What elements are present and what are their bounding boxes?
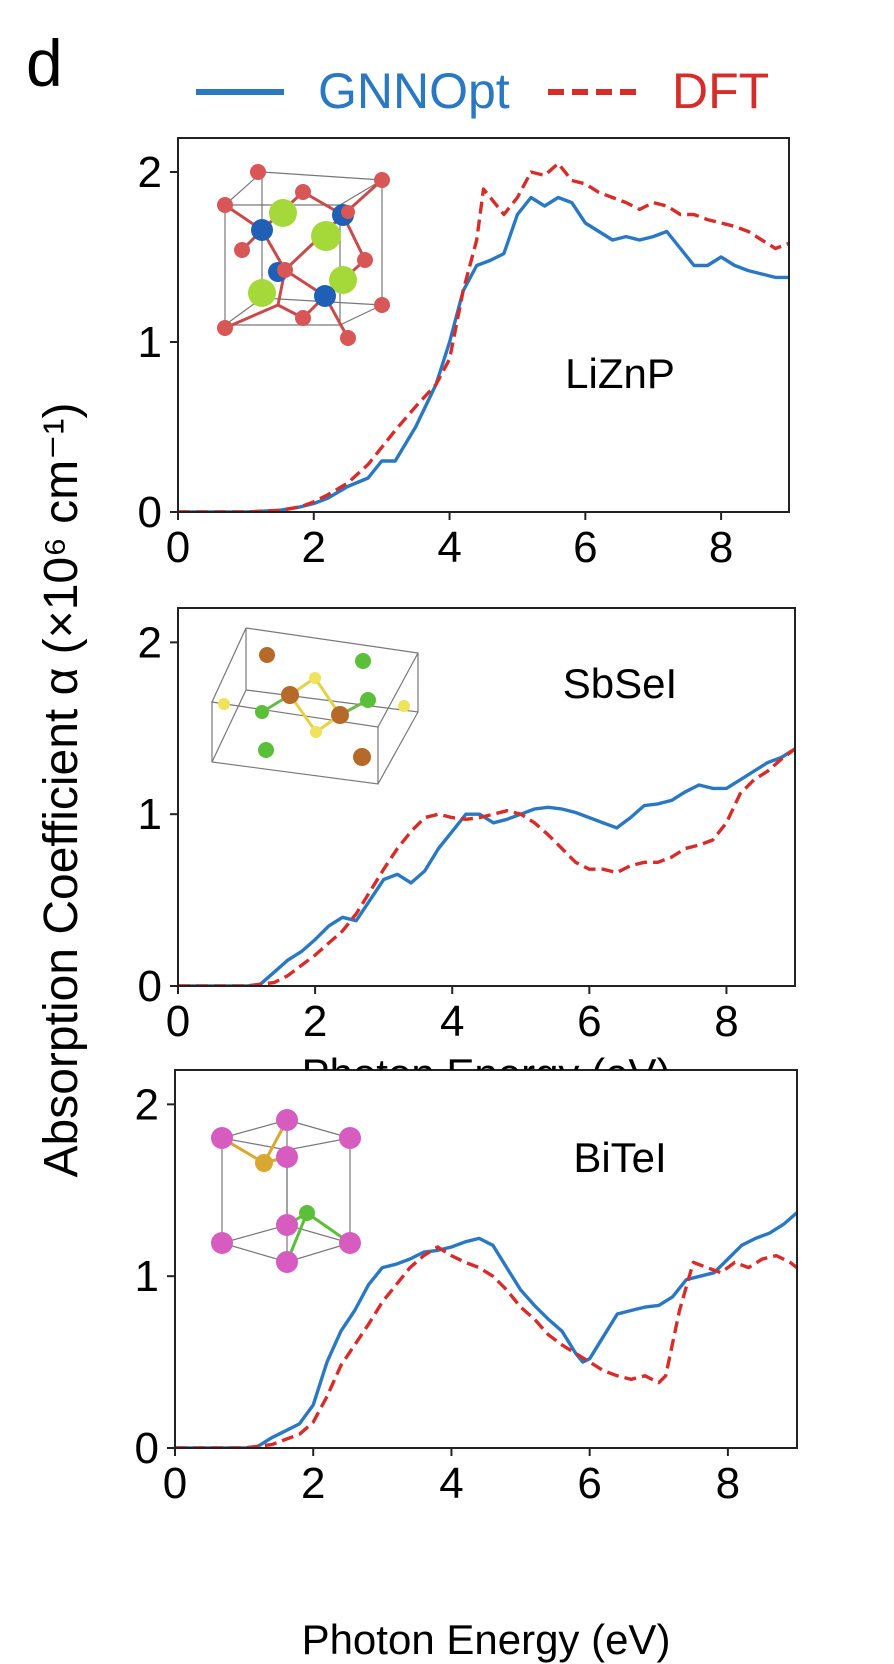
sbsei-crystal-structure-icon bbox=[211, 627, 419, 785]
panel-letter: d bbox=[26, 26, 63, 100]
x-tick-label: 0 bbox=[163, 1459, 187, 1508]
x-axis-label-clipped-group: Photon Energy (eV) bbox=[302, 1050, 671, 1097]
x-tick-label: 4 bbox=[437, 523, 461, 572]
chart-panel-sbsei: 0 2 4 6 8 0 1 2 SbSeI bbox=[138, 607, 796, 1046]
y-tick-label: 2 bbox=[138, 148, 162, 197]
legend-gnnopt-label: GNNOpt bbox=[318, 63, 510, 119]
series-gnnopt-line-sbsei bbox=[178, 747, 795, 986]
series-gnnopt-line-lizn-p bbox=[178, 195, 789, 512]
y-tick-label: 0 bbox=[135, 1424, 159, 1473]
x-tick-label: 8 bbox=[709, 523, 733, 572]
x-tick-label: 8 bbox=[716, 1459, 740, 1508]
x-tick-label: 0 bbox=[166, 997, 190, 1046]
plot-frame bbox=[174, 1069, 798, 1449]
x-tick-label: 8 bbox=[714, 997, 738, 1046]
y-axis-label: Absorption Coefficient α (×10⁶ cm⁻¹) bbox=[35, 403, 88, 1178]
series-dft-line-lizn-p bbox=[178, 161, 789, 512]
series-dft-line-bitei bbox=[175, 1245, 797, 1448]
x-axis-label: Photon Energy (eV) bbox=[302, 1616, 671, 1663]
series-dft-line-sbsei bbox=[178, 747, 795, 986]
y-tick-label: 0 bbox=[138, 962, 162, 1011]
y-tick-label: 1 bbox=[138, 318, 162, 367]
y-tick-label: 1 bbox=[138, 790, 162, 839]
x-tick-label: 6 bbox=[577, 997, 601, 1046]
chart-panel-bitei: 0 2 4 6 8 0 1 2 BiTeI bbox=[135, 1069, 798, 1508]
x-tick-label: 2 bbox=[303, 997, 327, 1046]
legend: GNNOpt DFT bbox=[196, 63, 769, 119]
y-tick-label: 2 bbox=[135, 1080, 159, 1129]
x-tick-label: 4 bbox=[440, 997, 464, 1046]
plot-frame bbox=[177, 137, 790, 513]
x-tick-label: 6 bbox=[573, 523, 597, 572]
material-label-sbsei: SbSeI bbox=[563, 660, 677, 707]
y-tick-label: 0 bbox=[138, 488, 162, 537]
y-tick-label: 2 bbox=[138, 618, 162, 667]
bitei-crystal-structure-icon bbox=[211, 1109, 361, 1273]
material-label-lizn-p: LiZnP bbox=[565, 350, 675, 397]
y-tick-label: 1 bbox=[135, 1252, 159, 1301]
x-tick-label: 2 bbox=[301, 1459, 325, 1508]
legend-dft-label: DFT bbox=[672, 63, 769, 119]
plot-frame bbox=[177, 607, 796, 987]
x-tick-label: 0 bbox=[166, 523, 190, 572]
lizn-p-crystal-structure-icon bbox=[217, 164, 390, 346]
chart-panel-lizn-p: 0 2 4 6 8 0 1 2 LiZnP bbox=[138, 137, 790, 572]
x-tick-label: 2 bbox=[302, 523, 326, 572]
x-tick-label: 6 bbox=[577, 1459, 601, 1508]
x-tick-label: 4 bbox=[439, 1459, 463, 1508]
x-axis-label-middle: Photon Energy (eV) bbox=[302, 1050, 671, 1097]
material-label-bitei: BiTeI bbox=[573, 1134, 666, 1181]
series-gnnopt-line-bitei bbox=[175, 1211, 797, 1448]
